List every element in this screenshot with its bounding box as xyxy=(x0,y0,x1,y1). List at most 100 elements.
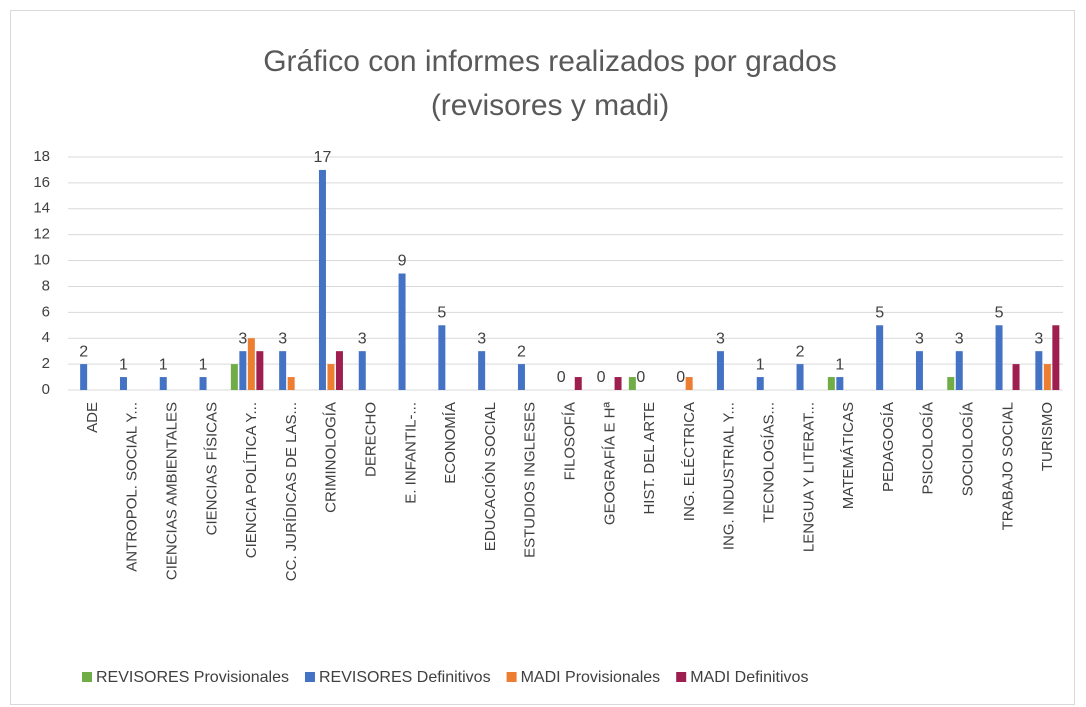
bar xyxy=(159,377,167,390)
legend-label: REVISORES Provisionales xyxy=(96,669,289,686)
bar xyxy=(947,377,955,390)
x-tick-label: TECNOLOGÍAS... xyxy=(760,402,777,523)
x-tick-label: EDUCACIÓN SOCIAL xyxy=(482,402,499,551)
bar xyxy=(716,351,724,390)
data-label: 3 xyxy=(358,330,367,347)
data-label: 5 xyxy=(437,304,446,321)
data-label: 1 xyxy=(159,356,168,373)
data-label: 0 xyxy=(676,369,685,386)
bar xyxy=(827,377,835,390)
data-label: 2 xyxy=(79,343,88,360)
y-tick-label: 10 xyxy=(33,252,50,269)
data-label: 2 xyxy=(796,343,805,360)
bar xyxy=(574,377,582,390)
x-tick-label: ANTROPOL. SOCIAL Y... xyxy=(124,402,141,572)
x-tick-label: ING. INDUSTRIAL Y... xyxy=(721,402,738,550)
bar xyxy=(628,377,636,390)
data-label: 0 xyxy=(597,369,606,386)
y-tick-label: 12 xyxy=(33,226,50,243)
data-label: 17 xyxy=(314,149,332,166)
bar xyxy=(80,364,88,390)
data-label: 1 xyxy=(756,356,765,373)
legend-label: MADI Definitivos xyxy=(690,669,808,686)
bar xyxy=(438,325,446,390)
y-tick-label: 6 xyxy=(42,303,50,320)
x-tick-label: E. INFANTIL-... xyxy=(402,402,419,504)
y-tick-label: 2 xyxy=(42,355,50,372)
x-tick-label: CIENCIAS AMBIENTALES xyxy=(163,402,180,580)
bar xyxy=(995,325,1003,390)
data-label: 5 xyxy=(995,304,1004,321)
x-tick-label: PEDAGOGÍA xyxy=(880,402,897,492)
bar xyxy=(1012,364,1020,390)
x-tick-label: FILOSOFÍA xyxy=(561,402,578,480)
data-label: 1 xyxy=(199,356,208,373)
data-label: 3 xyxy=(915,330,924,347)
bar xyxy=(358,351,366,390)
x-tick-label: HIST. DEL ARTE xyxy=(641,402,658,515)
bar xyxy=(119,377,127,390)
bar xyxy=(478,351,486,390)
data-label: 1 xyxy=(119,356,128,373)
legend-swatch xyxy=(676,672,687,682)
data-label: 3 xyxy=(278,330,287,347)
bar xyxy=(517,364,525,390)
data-label: 5 xyxy=(875,304,884,321)
x-tick-label: DERECHO xyxy=(362,402,379,477)
bar xyxy=(796,364,804,390)
bar xyxy=(1043,364,1051,390)
bar xyxy=(318,169,326,390)
x-tick-label: ING. ELÉCTRICA xyxy=(681,402,698,521)
y-tick-label: 14 xyxy=(33,200,50,217)
x-tick-label: TURISMO xyxy=(1039,402,1056,471)
bar xyxy=(239,351,247,390)
data-label: 0 xyxy=(636,369,645,386)
x-tick-label: SOCIOLOGÍA xyxy=(959,402,976,496)
data-label: 3 xyxy=(955,330,964,347)
x-tick-label: MATEMÁTICAS xyxy=(840,402,857,509)
bar xyxy=(199,377,207,390)
y-tick-label: 4 xyxy=(42,329,50,346)
legend-label: REVISORES Definitivos xyxy=(319,669,491,686)
bar xyxy=(1052,325,1060,390)
data-label: 3 xyxy=(1034,330,1043,347)
data-label: 3 xyxy=(238,330,247,347)
bar xyxy=(915,351,923,390)
data-label: 3 xyxy=(477,330,486,347)
x-tick-label: LENGUA Y LITERAT... xyxy=(800,402,817,552)
bar xyxy=(1035,351,1043,390)
bar xyxy=(756,377,764,390)
x-tick-label: ESTUDIOS INGLESES xyxy=(522,402,539,558)
y-tick-label: 0 xyxy=(42,381,50,398)
bar xyxy=(398,273,406,390)
y-tick-label: 8 xyxy=(42,277,50,294)
bar xyxy=(614,377,622,390)
bar xyxy=(335,351,343,390)
x-tick-label: CIENCIA POLÍTICA Y... xyxy=(243,402,260,558)
x-tick-label: CIENCIAS FÍSICAS xyxy=(203,402,220,535)
legend-swatch xyxy=(506,672,517,682)
legend-label: MADI Provisionales xyxy=(521,669,661,686)
bar xyxy=(247,338,255,390)
x-tick-label: PSICOLOGÍA xyxy=(920,402,937,495)
bar xyxy=(287,377,295,390)
chart-border xyxy=(10,10,1075,705)
x-tick-label: ADE xyxy=(84,402,101,433)
data-label: 9 xyxy=(398,253,407,270)
data-label: 0 xyxy=(557,369,566,386)
data-label: 2 xyxy=(517,343,526,360)
x-tick-label: CRIMINOLOGÍA xyxy=(323,402,340,513)
bar xyxy=(876,325,884,390)
y-tick-label: 16 xyxy=(33,174,50,191)
legend-swatch xyxy=(82,672,92,682)
bar xyxy=(230,364,238,390)
data-label: 1 xyxy=(835,356,844,373)
x-tick-label: TRABAJO SOCIAL xyxy=(999,402,1016,530)
bar xyxy=(279,351,287,390)
chart-title: Gráfico con informes realizados por grad… xyxy=(263,45,837,122)
y-tick-label: 18 xyxy=(33,148,50,165)
bar xyxy=(256,351,264,390)
data-label: 3 xyxy=(716,330,725,347)
